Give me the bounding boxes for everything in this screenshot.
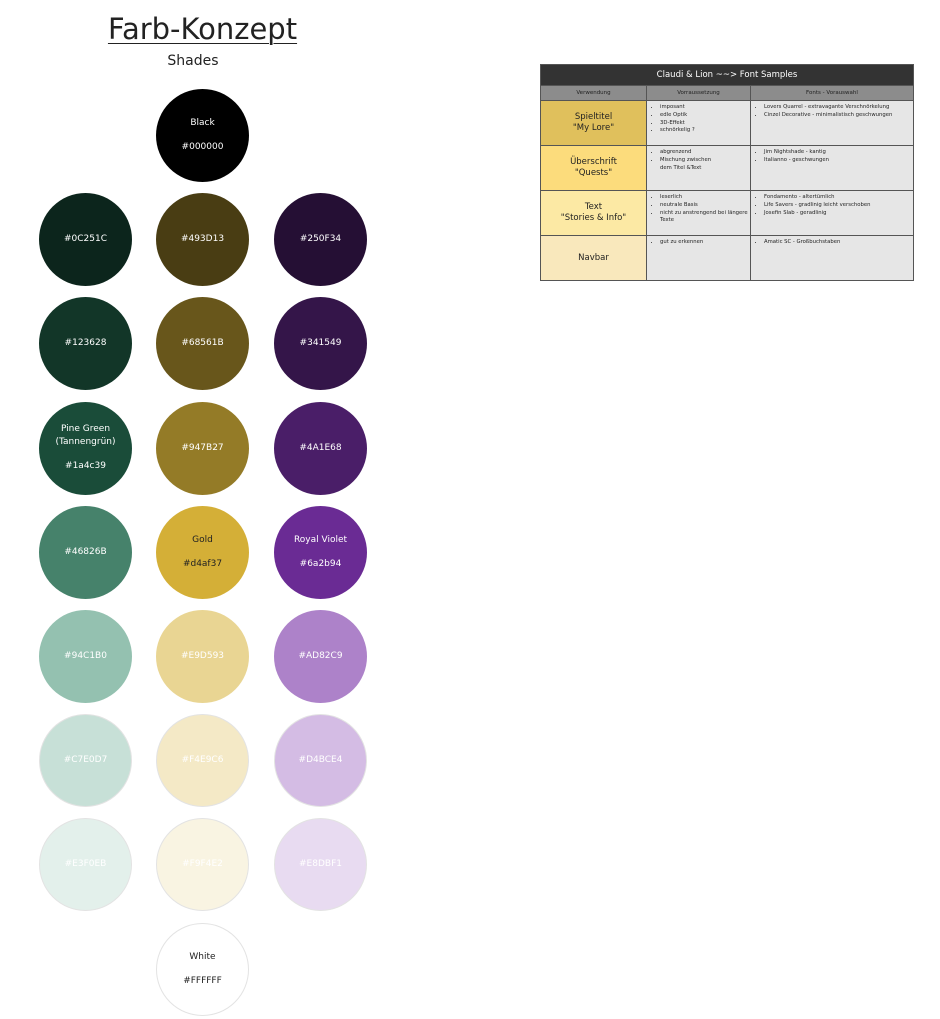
table-row: Spieltitel "My Lore"imposantedle Optik3D… (540, 100, 914, 146)
fonts-cell: Lovers Quarrel - extravagante Verschnörk… (750, 100, 914, 146)
swatch-hex-label: #250F34 (299, 234, 342, 245)
list-item: schnörkelig ? (660, 127, 748, 135)
swatch-hex-label: #F4E9C6 (181, 755, 224, 766)
swatch-4a1e68: #4A1E68 (274, 401, 367, 495)
list-item: Life Savers - gradlinig leicht verschobe… (764, 202, 911, 210)
requirements-cell: abgrenzendMischung zwischen dem Titel &T… (646, 145, 751, 191)
swatch-hex-label: #46826B (64, 546, 107, 557)
swatch-hex-label: #123628 (64, 338, 107, 349)
swatch-hex-label: #E3F0EB (64, 859, 107, 870)
list-item: neutrale Basis (660, 202, 748, 210)
swatch-hex-label: #000000 (181, 142, 224, 152)
list-item: leserlich (660, 194, 748, 202)
list-item: 3D-Effekt (660, 120, 748, 128)
swatch-hex-label: #F9F4E2 (182, 859, 223, 870)
usage-cell: Spieltitel "My Lore" (540, 100, 647, 146)
swatch-hex-label: #0C251C (63, 234, 107, 245)
list-item: edle Optik (660, 112, 748, 120)
list-item: Amatic SC - Großbuchstaben (764, 239, 911, 247)
swatch-name: Black (190, 118, 215, 128)
font-table-title: Claudi & Lion ~~> Font Samples (540, 64, 914, 86)
swatch-hex-label: #E8DBF1 (299, 859, 342, 870)
swatch-hex-label: #4A1E68 (299, 442, 342, 453)
swatch-123628: #123628 (39, 297, 132, 391)
swatch-d4af37: Gold #d4af37 (156, 505, 249, 599)
requirements-cell: leserlichneutrale Basisnicht zu anstreng… (646, 190, 751, 236)
list-item: imposant (660, 104, 748, 112)
usage-cell: Navbar (540, 235, 647, 281)
swatch-hex-label: #FFFFFF (183, 975, 222, 986)
swatch-0c251c: #0C251C (39, 193, 132, 287)
swatch-e8dbf1: #E8DBF1 (274, 818, 367, 912)
page-title: Farb-Konzept (107, 12, 298, 46)
swatch-hex-label: #68561B (181, 338, 224, 349)
list-item: Jim Nightshade - kantig (764, 149, 911, 157)
usage-cell: Überschrift "Quests" (540, 145, 647, 191)
font-samples-table: Claudi & Lion ~~> Font Samples Verwendun… (540, 64, 914, 281)
swatch-hex-label: #94C1B0 (64, 651, 107, 661)
requirements-cell: imposantedle Optik3D-Effektschnörkelig ? (646, 100, 751, 146)
header-verwendung: Verwendung (540, 85, 647, 101)
list-item: Fondamento - altertümlich (764, 194, 911, 202)
list-item: gut zu erkennen (660, 239, 748, 247)
swatch-hex-label: #1a4c39 (65, 461, 106, 472)
swatch-947b27: #947B27 (156, 401, 249, 495)
list-item: Josefin Slab - geradlinig (764, 210, 911, 218)
swatch-250f34: #250F34 (274, 193, 367, 287)
swatch-e9d593: #E9D593 (156, 610, 249, 703)
swatch-name: Gold (192, 534, 213, 545)
swatch-6a2b94: Royal Violet #6a2b94 (274, 505, 367, 599)
fonts-cell: Jim Nightshade - kantigItalianno - gesch… (750, 145, 914, 191)
swatch-hex-label: #D4BCE4 (298, 755, 343, 766)
swatch-f9f4e2: #F9F4E2 (156, 818, 249, 912)
swatch-1a4c39: Pine Green (Tannengrün) #1a4c39 (39, 401, 132, 495)
swatch-94c1b0: #94C1B0 (39, 610, 132, 703)
swatch-c7e0d7: #C7E0D7 (39, 714, 132, 808)
swatch-f4e9c6: #F4E9C6 (156, 714, 249, 808)
swatch-hex-label: #6a2b94 (299, 558, 342, 569)
swatch-e3f0eb: #E3F0EB (39, 818, 132, 912)
usage-cell: Text "Stories & Info" (540, 190, 647, 236)
swatch-341549: #341549 (274, 297, 367, 391)
swatch-hex-label: #d4af37 (182, 558, 223, 569)
swatch-ad82c9: #AD82C9 (274, 610, 367, 703)
swatch-name: Royal Violet (293, 534, 348, 545)
swatch-name: White (189, 951, 216, 962)
swatch-black: Black #000000 (156, 89, 249, 182)
list-item: Cinzel Decorative - minimalistisch gesch… (764, 112, 911, 120)
shades-subtitle: Shades (167, 53, 219, 69)
table-row: Text "Stories & Info"leserlichneutrale B… (540, 190, 914, 236)
list-item: abgrenzend (660, 149, 748, 157)
swatch-hex-label: #C7E0D7 (63, 755, 108, 766)
swatch-hex-label: #493D13 (180, 234, 225, 245)
swatch-493d13: #493D13 (156, 193, 249, 287)
table-row: Navbar gut zu erkennen Amatic SC - Großbuc… (540, 235, 914, 281)
swatch-white: White #FFFFFF (156, 922, 249, 1016)
list-item: Mischung zwischen dem Titel &Text (660, 157, 748, 173)
swatch-hex-label: #E9D593 (180, 651, 225, 661)
list-item: Lovers Quarrel - extravagante Verschnörk… (764, 104, 911, 112)
swatch-68561b: #68561B (156, 297, 249, 391)
swatch-46826b: #46826B (39, 505, 132, 599)
list-item: Italianno - geschwungen (764, 157, 911, 165)
list-item: nicht zu anstrengend bei längere Texte (660, 210, 748, 226)
fonts-cell: Amatic SC - Großbuchstaben (750, 235, 914, 281)
swatch-hex-label: #341549 (299, 338, 342, 349)
swatch-name: Pine Green (Tannengrün) (55, 424, 116, 448)
swatch-d4bce4: #D4BCE4 (274, 714, 367, 808)
table-row: Überschrift "Quests"abgrenzendMischung z… (540, 145, 914, 191)
header-fonts: Fonts - Vorauswahl (750, 85, 914, 101)
swatch-hex-label: #947B27 (181, 442, 224, 453)
fonts-cell: Fondamento - altertümlichLife Savers - g… (750, 190, 914, 236)
swatch-hex-label: #AD82C9 (298, 651, 343, 661)
header-vorraussetzung: Vorraussetzung (646, 85, 751, 101)
requirements-cell: gut zu erkennen (646, 235, 751, 281)
